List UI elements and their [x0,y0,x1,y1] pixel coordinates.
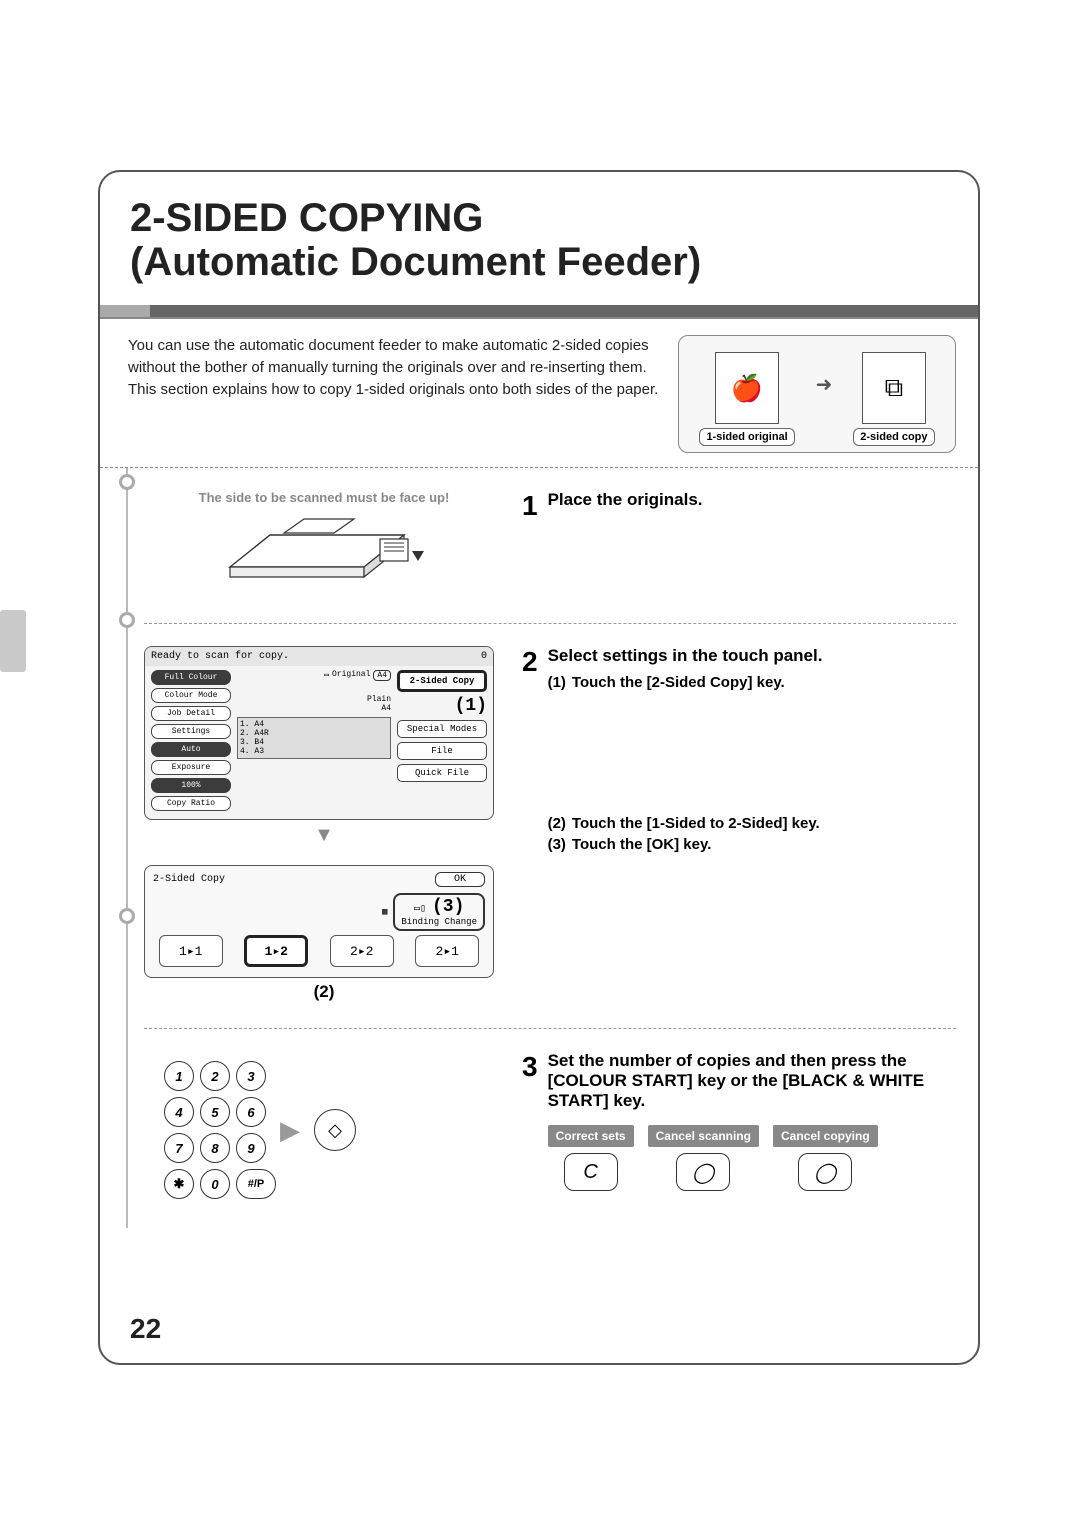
quick-file-key[interactable]: Quick File [397,764,487,782]
special-modes-key[interactable]: Special Modes [397,720,487,738]
title-block: 2-SIDED COPYING (Automatic Document Feed… [100,172,978,305]
paper-front-apple-icon: 🍎 [715,352,779,424]
step-gutter-line [126,468,128,1228]
correct-sets-label: Correct sets [548,1125,634,1147]
down-arrow-icon: ▼ [144,824,504,847]
key-5[interactable]: 5 [200,1097,230,1127]
stop-scan-key[interactable]: ◯ [676,1153,730,1191]
dialog-title: 2-Sided Copy [153,874,225,885]
step2-heading: Select settings in the touch panel. [548,646,956,666]
two-sided-copy-key[interactable]: 2-Sided Copy [397,670,487,692]
document-feeder-illustration [144,511,504,597]
exposure-label: Exposure [151,760,231,775]
gutter-dot-icon [119,908,135,924]
colour-mode-button[interactable]: Full Colour [151,670,231,685]
clear-key[interactable]: C [564,1153,618,1191]
panel-preview-area: ▭OriginalA4 Plain A4 1. A4 2. A4R 3. B4 … [237,670,391,811]
one-sided-original-label: 1-sided original [699,428,794,446]
gutter-dot-icon [119,474,135,490]
key-3[interactable]: 3 [236,1061,266,1091]
plain-paper-label: Plain [367,695,391,704]
step-number: 1 [522,490,538,522]
step3-heading: Set the number of copies and then press … [548,1051,956,1111]
sub-step-3: Touch the [OK] key. [572,836,711,853]
ok-button[interactable]: OK [435,872,485,887]
panel-left-column: Full Colour Colour Mode Job Detail Setti… [151,670,231,811]
stop-copy-key[interactable]: ◯ [798,1153,852,1191]
key-6[interactable]: 6 [236,1097,266,1127]
numeric-keypad: 1 2 3 4 5 6 7 8 9 ✱ 0 #/P ▶ ◇ [144,1051,504,1199]
paper-both-sides-icon: ⧉ [862,352,926,424]
key-4[interactable]: 4 [164,1097,194,1127]
section-color-tab [0,610,26,672]
auto-button[interactable]: Auto [151,742,231,757]
key-hash-p[interactable]: #/P [236,1169,276,1199]
sub-step-2: Touch the [1-Sided to 2-Sided] key. [572,815,820,832]
arrow-right-icon: ▶ [280,1115,300,1146]
one-sided-original-icon: 🍎 1-sided original [699,352,794,446]
step-number: 2 [522,646,538,853]
intro-graphic: 🍎 1-sided original ➜ ⧉ 2-sided copy [678,335,956,453]
mode-2to1[interactable]: 2▸1 [415,935,479,967]
key-1[interactable]: 1 [164,1061,194,1091]
step-2: Ready to scan for copy. 0 Full Colour Co… [144,646,956,1029]
step1-heading: Place the originals. [548,490,956,510]
callout-3: (3) [432,897,464,917]
panel-status-text: Ready to scan for copy. [151,651,289,662]
key-star[interactable]: ✱ [164,1169,194,1199]
mode-1to2[interactable]: 1▸2 [244,935,308,967]
gutter-dot-icon [119,612,135,628]
two-sided-copy-icon: ⧉ 2-sided copy [853,352,934,446]
two-sided-copy-dialog: 2-Sided Copy OK ▦ ▭▯ (3) Binding Change … [144,865,494,978]
start-key[interactable]: ◇ [314,1109,356,1151]
callout-1: (1) [455,696,487,716]
key-7[interactable]: 7 [164,1133,194,1163]
touch-panel-main: Ready to scan for copy. 0 Full Colour Co… [144,646,494,820]
step-number: 3 [522,1051,538,1191]
page-frame: 2-SIDED COPYING (Automatic Document Feed… [98,170,980,1365]
panel-copy-count: 0 [481,651,487,662]
step1-caption: The side to be scanned must be face up! [144,490,504,505]
step-3: 1 2 3 4 5 6 7 8 9 ✱ 0 #/P ▶ ◇ [144,1051,956,1225]
binding-change-button[interactable]: ▭▯ (3) Binding Change [393,893,485,931]
page-number: 22 [130,1313,161,1345]
arrow-right-icon: ➜ [816,372,833,419]
job-detail-button[interactable]: Job Detail [151,706,231,721]
file-key[interactable]: File [397,742,487,760]
colour-mode-label: Colour Mode [151,688,231,703]
title-line-2: (Automatic Document Feeder) [130,240,948,285]
title-line-1: 2-SIDED COPYING [130,196,948,240]
ratio-button[interactable]: 100% [151,778,231,793]
step-1: The side to be scanned must be face up! [144,490,956,624]
mode-2to2[interactable]: 2▸2 [330,935,394,967]
key-0[interactable]: 0 [200,1169,230,1199]
sub-step-1: Touch the [2-Sided Copy] key. [572,674,785,691]
mode-1to1[interactable]: 1▸1 [159,935,223,967]
steps-area: The side to be scanned must be face up! [100,468,978,1225]
cancel-copying-label: Cancel copying [773,1125,878,1147]
copy-ratio-label: Copy Ratio [151,796,231,811]
key-9[interactable]: 9 [236,1133,266,1163]
two-sided-copy-label: 2-sided copy [853,428,934,446]
intro-text: You can use the automatic document feede… [128,335,660,453]
key-8[interactable]: 8 [200,1133,230,1163]
header-divider-bar [100,305,978,319]
settings-label: Settings [151,724,231,739]
cancel-scanning-label: Cancel scanning [648,1125,759,1147]
callout-2: (2) [144,982,504,1002]
key-2[interactable]: 2 [200,1061,230,1091]
intro-row: You can use the automatic document feede… [100,319,978,468]
